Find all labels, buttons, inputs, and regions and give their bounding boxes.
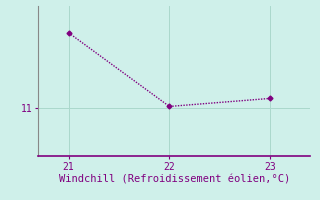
X-axis label: Windchill (Refroidissement éolien,°C): Windchill (Refroidissement éolien,°C): [59, 174, 290, 184]
